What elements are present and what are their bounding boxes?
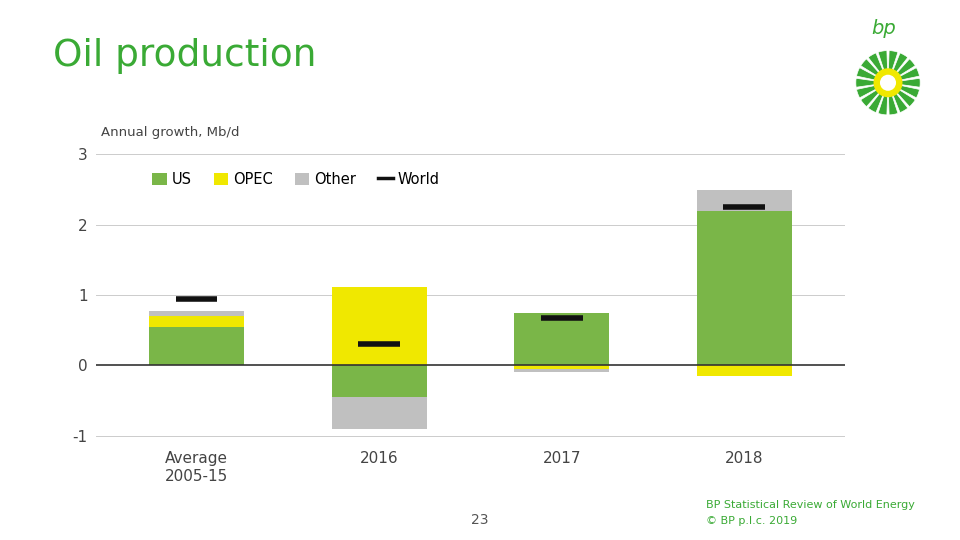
- Bar: [331, 366, 426, 397]
- Bar: [149, 310, 244, 316]
- Wedge shape: [888, 83, 920, 98]
- Bar: [515, 366, 610, 369]
- Wedge shape: [856, 83, 888, 98]
- Bar: [149, 316, 244, 327]
- Wedge shape: [888, 51, 898, 83]
- Wedge shape: [868, 83, 888, 112]
- Bar: [331, 397, 426, 429]
- Legend: US, OPEC, Other, World: US, OPEC, Other, World: [152, 172, 440, 187]
- Wedge shape: [861, 83, 888, 107]
- Text: Oil production: Oil production: [53, 38, 316, 74]
- Text: © BP p.l.c. 2019: © BP p.l.c. 2019: [706, 516, 797, 526]
- Wedge shape: [878, 83, 888, 115]
- Wedge shape: [888, 83, 898, 115]
- Wedge shape: [878, 51, 888, 83]
- Bar: [149, 327, 244, 366]
- Text: BP Statistical Review of World Energy: BP Statistical Review of World Energy: [706, 500, 915, 510]
- Wedge shape: [888, 59, 915, 83]
- Wedge shape: [868, 53, 888, 83]
- Wedge shape: [888, 83, 915, 107]
- Wedge shape: [888, 83, 908, 112]
- Wedge shape: [888, 68, 920, 83]
- Wedge shape: [855, 78, 888, 87]
- Wedge shape: [861, 59, 888, 83]
- Circle shape: [874, 68, 902, 97]
- Circle shape: [880, 75, 896, 91]
- Wedge shape: [888, 78, 921, 87]
- Bar: [697, 366, 792, 376]
- Text: bp: bp: [871, 19, 896, 38]
- Bar: [515, 369, 610, 373]
- Wedge shape: [856, 68, 888, 83]
- Bar: [515, 313, 610, 366]
- Bar: [697, 190, 792, 211]
- Text: Annual growth, Mb/d: Annual growth, Mb/d: [102, 126, 240, 139]
- Bar: [331, 287, 426, 366]
- Wedge shape: [888, 53, 908, 83]
- Bar: [697, 211, 792, 366]
- Text: 23: 23: [471, 512, 489, 526]
